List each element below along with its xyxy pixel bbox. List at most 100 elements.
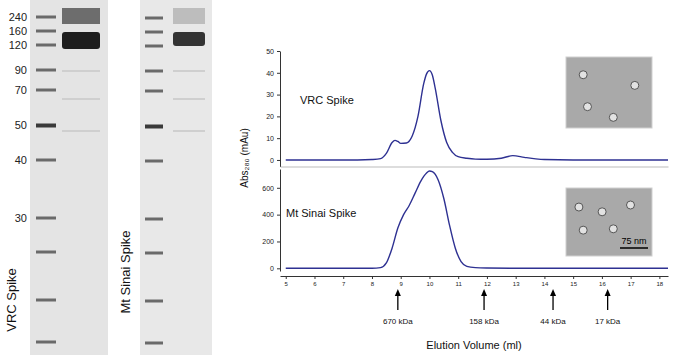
x-tick: 8 <box>371 276 375 287</box>
sample-smear <box>173 8 205 24</box>
ladder-band <box>36 30 56 33</box>
series-label: Mt Sinai Spike <box>286 207 356 219</box>
faint-band <box>62 98 100 100</box>
faint-band <box>173 98 205 100</box>
x-axis: 5 6 7 8 9 10 11 12 13 14 15 16 17 18 <box>281 276 669 287</box>
particle <box>579 226 587 234</box>
x-tick-label: 13 <box>513 281 520 287</box>
calibration-arrowhead <box>395 289 401 296</box>
y-tick-mark <box>277 138 280 139</box>
sample-smear <box>62 8 100 24</box>
calibration-marker: 44 kDa <box>540 289 566 326</box>
particle <box>609 113 617 121</box>
x-tick: 13 <box>513 276 520 287</box>
y-tick-label: 40 <box>266 70 274 77</box>
ladder-band <box>145 252 163 255</box>
x-tick-label: 5 <box>285 281 289 287</box>
ladder-band <box>36 89 56 92</box>
x-tick: 6 <box>313 276 317 287</box>
x-tick: 11 <box>456 276 463 287</box>
x-tick: 18 <box>657 276 664 287</box>
ladder-band <box>145 90 163 93</box>
scale-bar-label: 75 nm <box>621 236 646 246</box>
marker-label: 50 <box>15 119 27 131</box>
y-tick: 200 <box>262 238 280 245</box>
marker-label: 40 <box>15 154 27 166</box>
x-axis-line <box>281 276 669 277</box>
y-tick-mark <box>277 241 280 242</box>
y-tick-label: 10 <box>266 135 274 142</box>
x-tick-mark <box>343 276 344 279</box>
faint-band <box>62 70 100 72</box>
ladder-band <box>36 217 56 220</box>
x-tick-label: 15 <box>570 281 577 287</box>
x-tick-mark <box>573 276 574 279</box>
y-axis-line <box>280 170 281 272</box>
ladder-band <box>145 70 163 73</box>
plot-data <box>286 171 668 268</box>
y-tick-label: 0 <box>270 157 274 164</box>
x-tick-mark <box>516 276 517 279</box>
x-tick-mark <box>372 276 373 279</box>
ladder-band <box>36 299 56 302</box>
y-tick: 400 <box>262 211 280 218</box>
y-axis-line <box>280 52 281 168</box>
x-tick-label: 10 <box>427 281 434 287</box>
ladder-band <box>145 300 163 303</box>
x-tick-mark <box>314 276 315 279</box>
y-axis: 0200400600 <box>262 170 280 273</box>
calibration-arrowhead <box>481 289 487 296</box>
particle <box>575 203 583 211</box>
x-tick: 12 <box>484 276 491 287</box>
x-tick: 15 <box>570 276 577 287</box>
ladder-band <box>145 342 163 345</box>
gel-label: VRC Spike <box>4 268 19 332</box>
marker-label: 90 <box>15 64 27 76</box>
particle <box>584 103 592 111</box>
calibration-marker: 670 kDa <box>383 289 413 326</box>
y-tick-label: 20 <box>266 113 274 120</box>
x-tick: 7 <box>342 276 346 287</box>
ladder-band <box>145 45 163 48</box>
calibration-marker: 17 kDa <box>595 289 621 326</box>
sample-band <box>62 32 100 49</box>
ladder-band <box>145 17 163 20</box>
trace <box>286 171 668 268</box>
faint-band <box>173 70 205 72</box>
particle <box>579 71 587 79</box>
faint-band <box>173 130 205 132</box>
ladder-band <box>36 16 56 19</box>
inset-image <box>566 188 652 256</box>
marker-label: 160 <box>9 25 27 37</box>
y-tick-mark <box>277 73 280 74</box>
panel: 01020304050VRC Spike <box>266 48 668 167</box>
gel-background <box>30 0 108 355</box>
y-tick-mark <box>277 268 280 269</box>
y-tick-label: 400 <box>262 211 274 218</box>
ladder-band <box>145 160 163 163</box>
x-tick: 16 <box>599 276 606 287</box>
x-tick-label: 7 <box>342 281 346 287</box>
y-tick-mark <box>277 215 280 216</box>
x-tick-label: 14 <box>542 281 549 287</box>
ladder-band <box>36 69 56 72</box>
x-tick-label: 9 <box>400 281 404 287</box>
particle <box>631 81 639 89</box>
y-tick: 40 <box>266 70 280 77</box>
em-inset: 75 nm <box>566 188 652 256</box>
y-tick-label: 30 <box>266 91 274 98</box>
calibration-label: 670 kDa <box>383 317 413 326</box>
x-tick-mark <box>602 276 603 279</box>
calibration-label: 17 kDa <box>595 317 621 326</box>
x-tick-mark <box>458 276 459 279</box>
y-tick-mark <box>277 95 280 96</box>
ladder-band <box>36 44 56 47</box>
em-inset <box>566 57 652 128</box>
ladder-band <box>36 341 56 344</box>
x-tick-label: 17 <box>628 281 635 287</box>
x-tick-mark <box>631 276 632 279</box>
ladder-band <box>145 218 163 221</box>
particle <box>609 225 617 233</box>
calibration-label: 44 kDa <box>540 317 566 326</box>
calibration-arrowhead <box>605 289 611 296</box>
